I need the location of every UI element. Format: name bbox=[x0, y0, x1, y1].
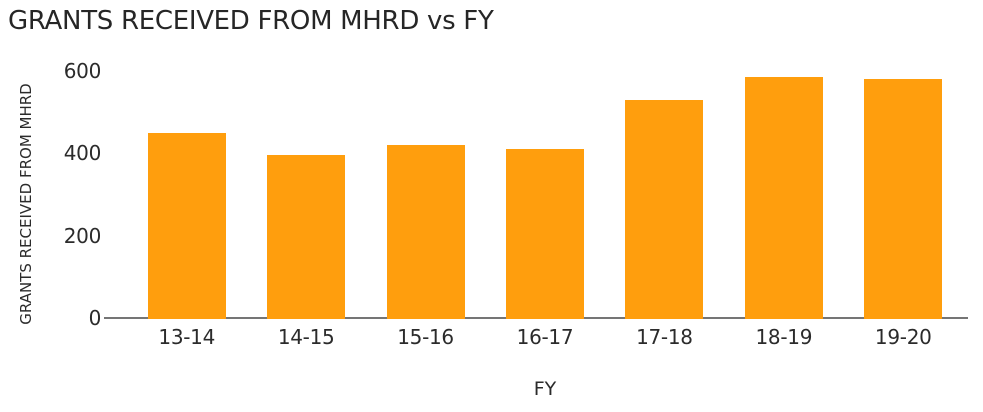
x-tick-label: 17-18 bbox=[636, 325, 693, 349]
x-tick-label: 14-15 bbox=[277, 325, 335, 349]
x-tick-label: 19-20 bbox=[874, 325, 932, 349]
bar bbox=[625, 99, 704, 319]
y-tick-label: 0 bbox=[88, 306, 102, 330]
y-tick-label: 600 bbox=[63, 59, 102, 83]
bar bbox=[147, 132, 226, 319]
bar-slot bbox=[605, 71, 724, 319]
y-tick-label: 200 bbox=[63, 223, 102, 248]
bar bbox=[267, 155, 346, 319]
bar-slot bbox=[246, 71, 365, 319]
x-axis-title: FY bbox=[533, 378, 557, 400]
x-tick-label: 18-19 bbox=[755, 325, 813, 349]
bar-slot bbox=[485, 71, 604, 319]
x-tick-label: 16-17 bbox=[516, 325, 574, 349]
bar bbox=[386, 145, 465, 319]
bar-slot bbox=[724, 71, 843, 319]
plot-area bbox=[127, 71, 963, 319]
y-tick-label: 400 bbox=[63, 141, 102, 166]
bar-slot bbox=[366, 71, 485, 319]
bar bbox=[744, 77, 823, 319]
chart-title: GRANTS RECEIVED FROM MHRD vs FY bbox=[8, 6, 494, 36]
x-tick-label: 13-14 bbox=[158, 325, 216, 349]
x-axis-tick-labels: 13-14 14-15 15-16 16-17 17-18 18-19 19-20 bbox=[127, 327, 963, 347]
x-tick-label: 15-16 bbox=[397, 325, 454, 349]
bar bbox=[505, 149, 584, 319]
bar bbox=[864, 79, 943, 319]
bar-slot bbox=[844, 71, 963, 319]
bar-slot bbox=[127, 71, 246, 319]
y-axis-tick-labels: 0 200 400 600 bbox=[0, 61, 102, 328]
